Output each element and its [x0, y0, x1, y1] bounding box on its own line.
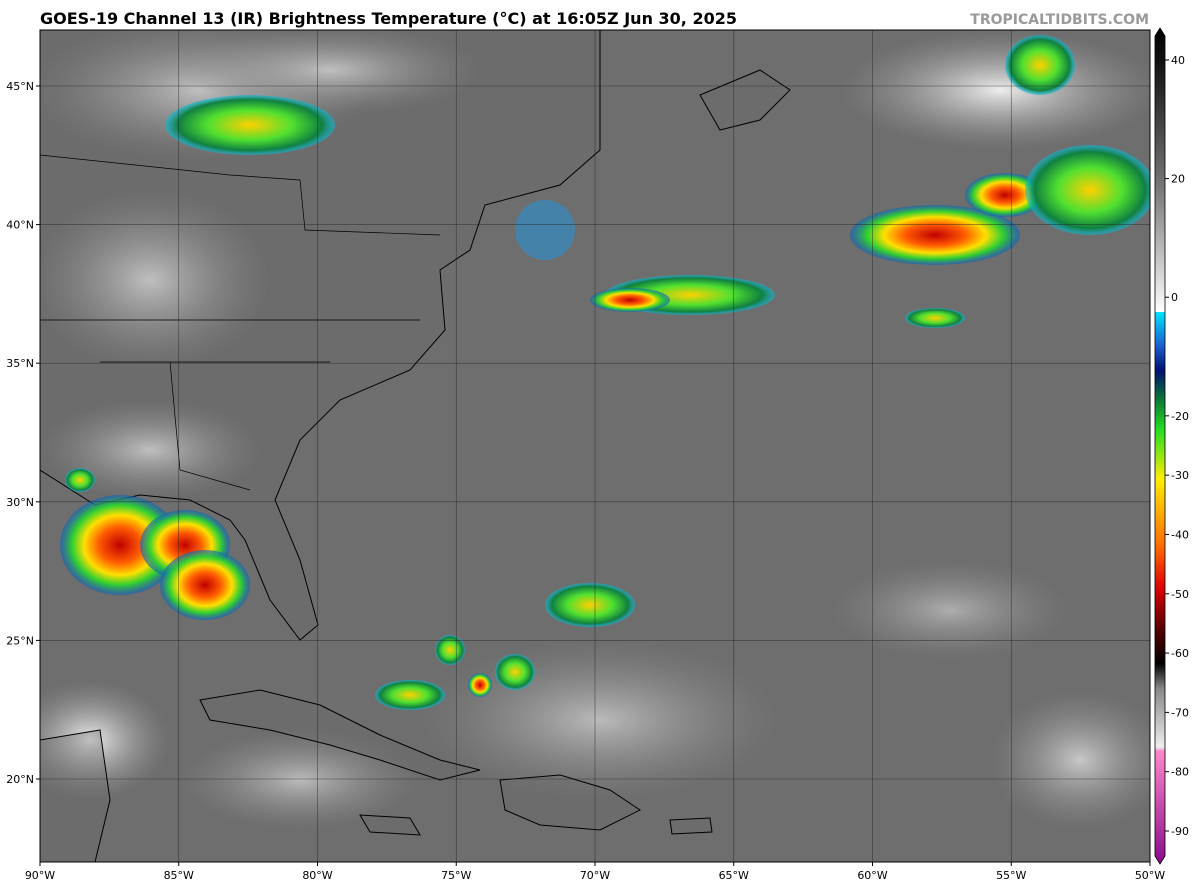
lon-label: 60°W	[857, 869, 887, 882]
colorbar-tick-label: -80	[1171, 766, 1189, 779]
lon-label: 80°W	[302, 869, 332, 882]
lon-label: 55°W	[996, 869, 1026, 882]
lat-label: 40°N	[6, 219, 34, 232]
colorbar-tick-label: 20	[1171, 173, 1185, 186]
colorbar-tick-label: 0	[1171, 291, 1178, 304]
source: TROPICALTIDBITS.COM	[970, 12, 1149, 28]
colorbar-tick-label: -70	[1171, 706, 1189, 719]
colorbar-tick-label: -20	[1171, 410, 1189, 423]
lat-label: 25°N	[6, 634, 34, 647]
colorbar-tick-label: -50	[1171, 588, 1189, 601]
lon-label: 50°W	[1135, 869, 1165, 882]
lon-label: 85°W	[164, 869, 194, 882]
colorbar-tick-label: -40	[1171, 528, 1189, 541]
lon-label: 70°W	[580, 869, 610, 882]
colorbar-tick-label: -60	[1171, 647, 1189, 660]
lat-label: 30°N	[6, 496, 34, 509]
title: GOES-19 Channel 13 (IR) Brightness Tempe…	[40, 9, 737, 28]
lat-label: 35°N	[6, 357, 34, 370]
colorbar-scale	[1154, 27, 1166, 865]
map	[40, 30, 1150, 862]
lon-label: 90°W	[25, 869, 55, 882]
colorbar-ticks: 40 20 0 -20 -30 -40 -50 -60 -70 -80 -90	[1165, 54, 1189, 838]
colorbar-tick-label: 40	[1171, 54, 1185, 67]
graticule	[40, 30, 1150, 862]
colorbar-tick-label: -90	[1171, 825, 1189, 838]
colorbar: 40 20 0 -20 -30 -40 -50 -60 -70 -80 -90	[1154, 27, 1189, 865]
lat-label: 20°N	[6, 773, 34, 786]
lon-label: 75°W	[441, 869, 471, 882]
convection	[60, 35, 1150, 710]
lat-label: 45°N	[6, 80, 34, 93]
lon-label: 65°W	[719, 869, 749, 882]
colorbar-tick-label: -30	[1171, 469, 1189, 482]
coastlines	[40, 30, 791, 862]
